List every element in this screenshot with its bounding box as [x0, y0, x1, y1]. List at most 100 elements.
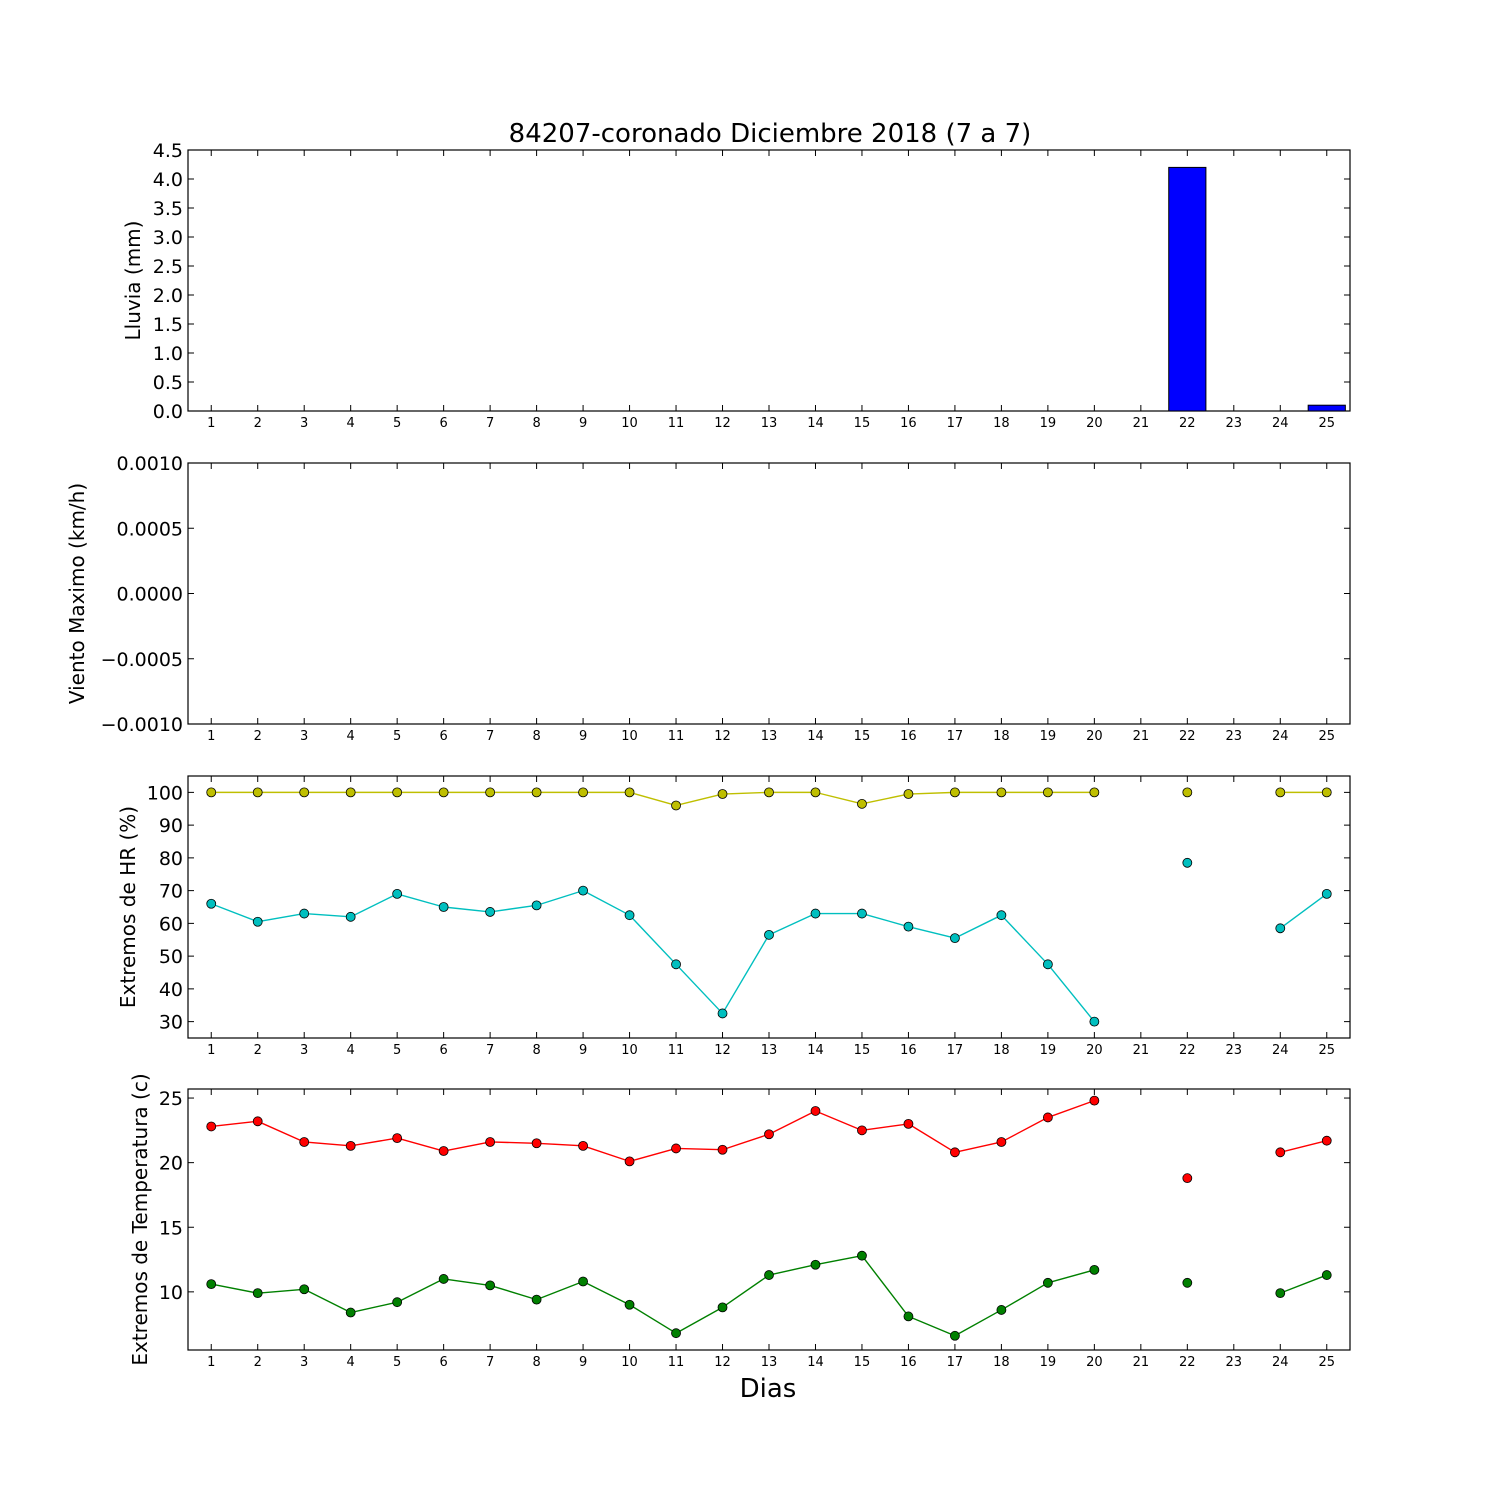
x-tick-label: 19	[1040, 1043, 1057, 1058]
x-tick-label: 12	[714, 1043, 731, 1058]
x-tick-label: 2	[254, 416, 262, 431]
data-point	[950, 933, 960, 944]
x-tick-label: 25	[1318, 729, 1335, 744]
x-tick-label: 7	[486, 416, 494, 431]
series-line	[1047, 1269, 1095, 1284]
data-point	[485, 907, 496, 917]
data-point	[996, 910, 1007, 921]
series-line	[815, 791, 863, 805]
series-line	[304, 912, 351, 918]
series-line	[490, 1141, 537, 1144]
x-tick-label: 18	[993, 729, 1010, 744]
x-tick-label: 12	[714, 729, 731, 744]
x-tick-label: 5	[393, 1043, 401, 1058]
data-point	[717, 1144, 728, 1155]
x-tick-label: 1	[207, 416, 215, 431]
series-line	[629, 1147, 677, 1163]
series-line	[210, 903, 258, 923]
y-tick-label: 3.0	[153, 227, 183, 249]
x-tick-label: 1	[207, 1355, 215, 1370]
series-line	[304, 1141, 351, 1147]
x-tick-label: 4	[347, 416, 355, 431]
series-line	[490, 904, 537, 913]
data-point	[764, 1129, 774, 1140]
x-tick-label: 16	[900, 729, 917, 744]
series-line	[1000, 914, 1049, 965]
y-tick-label: 10	[159, 1282, 183, 1304]
y-tick-label: 3.5	[153, 198, 183, 220]
y-tick-label: 40	[159, 979, 183, 1001]
x-tick-label: 10	[621, 729, 638, 744]
series-line	[908, 1123, 956, 1153]
chart-title: 84207-coronado Diciembre 2018 (7 a 7)	[509, 119, 1032, 149]
series-line	[257, 1120, 305, 1143]
series-line	[396, 893, 444, 908]
x-tick-label: 2	[254, 729, 262, 744]
x-tick-label: 5	[393, 729, 401, 744]
x-tick-label: 8	[532, 1043, 540, 1058]
data-point	[252, 787, 263, 798]
x-tick-label: 17	[947, 729, 964, 744]
data-point	[1042, 959, 1053, 970]
data-point	[810, 1259, 821, 1270]
y-tick-label: 4.0	[153, 169, 183, 191]
data-point	[252, 916, 263, 927]
data-point	[252, 1288, 263, 1299]
data-point	[903, 789, 914, 799]
series-line	[675, 793, 723, 807]
series-line	[954, 1141, 1002, 1153]
x-tick-label: 11	[668, 1043, 685, 1058]
data-point	[764, 787, 774, 798]
series-line	[582, 1280, 630, 1306]
series-line	[396, 1137, 444, 1152]
series-line	[1280, 1140, 1327, 1153]
x-tick-label: 9	[579, 416, 587, 431]
y-tick-label: 2.0	[153, 285, 183, 307]
series-line	[908, 791, 955, 795]
series-line	[1279, 893, 1328, 929]
x-tick-label: 14	[807, 1355, 824, 1370]
y-tick-label: −0.0005	[101, 649, 183, 671]
x-tick-label: 3	[300, 1355, 308, 1370]
series-line	[211, 1120, 258, 1128]
series-line	[954, 1309, 1002, 1337]
data-point	[438, 1146, 449, 1156]
x-tick-label: 13	[761, 1043, 778, 1058]
data-point	[810, 1106, 821, 1116]
series-line	[396, 1278, 444, 1303]
series-line	[768, 1110, 816, 1135]
series-line	[768, 1264, 816, 1276]
data-point	[671, 1328, 681, 1339]
y-tick-label: 70	[159, 881, 183, 903]
y-tick-label: 15	[159, 1217, 183, 1239]
x-tick-label: 6	[439, 1355, 447, 1370]
series-line	[861, 1255, 909, 1317]
x-tick-label: 9	[579, 729, 587, 744]
series-line	[350, 1301, 398, 1314]
x-tick-label: 12	[714, 416, 731, 431]
x-tick-label: 5	[393, 1355, 401, 1370]
data-point	[299, 787, 310, 798]
y-tick-label: 1.0	[153, 343, 183, 365]
plot-frame	[187, 775, 1351, 1039]
y-axis-label: Viento Maximo (km/h)	[65, 483, 89, 704]
x-tick-label: 11	[668, 416, 685, 431]
data-point	[485, 787, 496, 798]
data-point	[1042, 1277, 1053, 1288]
x-tick-label: 1	[207, 729, 215, 744]
x-tick-label: 11	[668, 729, 685, 744]
x-tick-label: 24	[1272, 1043, 1289, 1058]
data-point	[438, 902, 449, 912]
x-tick-label: 3	[300, 729, 308, 744]
data-point	[392, 1297, 403, 1308]
data-point	[671, 959, 681, 970]
series-line	[1001, 1116, 1049, 1143]
x-tick-label: 19	[1040, 729, 1057, 744]
series-line	[350, 893, 398, 918]
y-tick-label: 0.5	[153, 372, 183, 394]
y-tick-label: 60	[159, 913, 183, 935]
series-line	[257, 1288, 305, 1294]
series-line	[1280, 1274, 1328, 1294]
data-point	[1089, 1264, 1100, 1275]
